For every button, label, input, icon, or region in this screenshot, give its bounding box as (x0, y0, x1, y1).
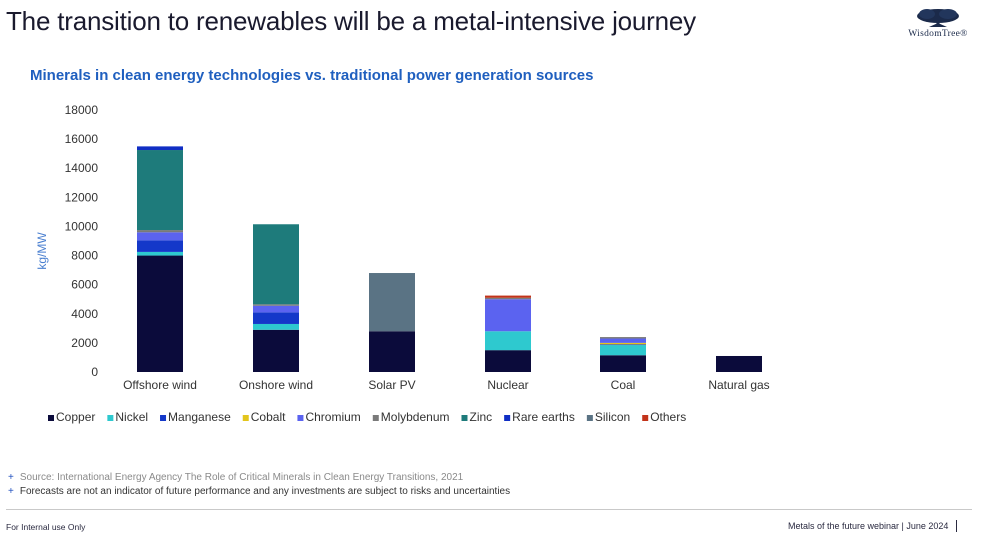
x-category-label: Offshore wind (123, 378, 197, 392)
legend-label: Copper (56, 410, 95, 424)
legend-label: Zinc (469, 410, 492, 424)
legend-swatch (242, 415, 249, 421)
y-tick-label: 8000 (71, 249, 98, 263)
bar-segment (253, 329, 299, 372)
bar-segment (485, 299, 531, 332)
legend-swatch (586, 415, 593, 421)
bar-segment (600, 338, 646, 343)
bar-segment (137, 251, 183, 256)
bar-segment (600, 337, 646, 339)
y-tick-label: 14000 (65, 161, 99, 175)
legend-label: Chromium (305, 410, 360, 424)
notes: + Source: International Energy Agency The… (8, 471, 510, 499)
slide-title: The transition to renewables will be a m… (6, 6, 696, 36)
legend-swatch (504, 415, 511, 421)
bar-segment (253, 312, 299, 324)
bar-segment (600, 344, 646, 346)
y-tick-label: 4000 (71, 307, 98, 321)
bar-segment (137, 146, 183, 151)
legend-label: Molybdenum (381, 410, 450, 424)
x-category-label: Onshore wind (239, 378, 313, 392)
bar-segment (485, 295, 531, 298)
y-tick-label: 18000 (65, 103, 99, 117)
bar-segment (253, 304, 299, 306)
wisdomtree-logo: WisdomTree® (898, 8, 978, 44)
bar-segment (137, 150, 183, 231)
disclaimer-note: + Forecasts are not an indicator of futur… (8, 485, 510, 499)
bar-segment (600, 342, 646, 345)
source-note: + Source: International Energy Agency The… (8, 471, 510, 485)
bar-segment (137, 240, 183, 252)
bar-segment (253, 323, 299, 330)
y-tick-label: 12000 (65, 190, 99, 204)
bar-segment (137, 230, 183, 233)
chart-title: Minerals in clean energy technologies vs… (30, 67, 594, 84)
bar-segment (369, 331, 415, 372)
footer-divider (6, 509, 972, 510)
legend-swatch (461, 415, 468, 421)
legend-swatch (160, 415, 167, 421)
legend-label: Manganese (168, 410, 231, 424)
y-tick-label: 2000 (71, 336, 98, 350)
source-note-text: Source: International Energy Agency The … (19, 472, 464, 483)
logo-text: WisdomTree® (908, 29, 968, 39)
legend-label: Others (650, 410, 686, 424)
stacked-bar-chart: 0 2000 4000 6000 8000 10000 12000 14000 16000 180… (35, 103, 770, 424)
bar-segment (369, 273, 415, 332)
footer-internal-use: For Internal use Only (6, 522, 86, 532)
x-category-label: Natural gas (708, 378, 769, 392)
y-tick-label: 6000 (71, 278, 98, 292)
tree-icon (917, 9, 959, 27)
bar-segment (253, 305, 299, 313)
y-tick-label: 16000 (65, 132, 99, 146)
y-tick-label: 10000 (65, 219, 99, 233)
legend-label: Rare earths (512, 410, 575, 424)
legend-label: Nickel (115, 410, 148, 424)
bar-segment (600, 345, 646, 356)
y-axis-label: kg/MW (35, 232, 49, 270)
bullet-icon: + (8, 472, 14, 483)
bullet-icon: + (8, 486, 14, 497)
bar-segment (485, 350, 531, 372)
bar-segment (716, 355, 762, 372)
bar-segment (137, 232, 183, 241)
legend-label: Cobalt (251, 410, 286, 424)
legend-swatch (297, 415, 304, 421)
legend-swatch (107, 415, 114, 421)
x-category-label: Solar PV (368, 378, 415, 392)
footer-separator (956, 520, 957, 532)
footer-event: Metals of the future webinar | June 2024 (788, 521, 949, 531)
legend-swatch (642, 415, 649, 421)
bar-segment (253, 224, 299, 305)
x-category-label: Nuclear (487, 378, 528, 392)
legend-swatch (48, 415, 54, 421)
legend-swatch (372, 415, 379, 421)
disclaimer-note-text: Forecasts are not an indicator of future… (19, 486, 511, 497)
y-tick-label: 0 (91, 365, 98, 379)
bar-segment (137, 255, 183, 372)
bar-segment (600, 355, 646, 372)
legend-label: Silicon (595, 410, 630, 424)
bar-segment (485, 297, 531, 300)
bar-segment (485, 331, 531, 351)
x-category-label: Coal (611, 378, 636, 392)
